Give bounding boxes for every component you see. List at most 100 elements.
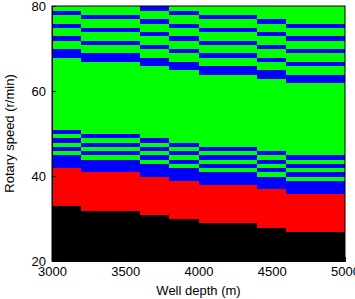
heat-cell	[199, 236, 229, 241]
heat-cell	[286, 78, 316, 83]
heat-cell	[169, 104, 199, 109]
heat-cell	[257, 193, 287, 198]
heat-cell	[52, 57, 82, 62]
heat-cell	[81, 214, 111, 219]
heat-cell	[257, 70, 287, 75]
heat-cell	[257, 253, 287, 258]
heat-cell	[286, 61, 316, 66]
heat-cell	[257, 129, 287, 134]
heat-cell	[316, 40, 345, 45]
heat-cell	[52, 83, 82, 88]
heat-cell	[316, 146, 345, 151]
heat-cell	[257, 44, 287, 49]
heat-cell	[140, 95, 170, 100]
heat-cell	[52, 23, 82, 28]
heat-cell	[199, 70, 229, 75]
heat-cell	[316, 134, 345, 139]
heat-cell	[169, 240, 199, 245]
heat-cell	[169, 163, 199, 168]
heat-cell	[169, 176, 199, 181]
heat-cell	[286, 125, 316, 130]
heat-cell	[228, 108, 258, 113]
heat-cell	[169, 6, 199, 11]
heat-cell	[111, 257, 141, 261]
heat-cell	[228, 257, 258, 261]
heat-cell	[52, 70, 82, 75]
heat-cell	[316, 66, 345, 71]
heat-cell	[257, 244, 287, 249]
heat-cell	[257, 197, 287, 202]
heat-cell	[81, 70, 111, 75]
heat-cell	[140, 155, 170, 160]
heat-cell	[199, 129, 229, 134]
heat-cell	[169, 142, 199, 147]
heat-cell	[199, 202, 229, 207]
heat-cell	[52, 142, 82, 147]
tick-mark	[199, 257, 200, 261]
heat-cell	[169, 155, 199, 160]
heat-cell	[169, 36, 199, 41]
heat-cell	[140, 117, 170, 122]
heat-cell	[111, 44, 141, 49]
heat-cell	[228, 197, 258, 202]
heat-cell	[140, 129, 170, 134]
heat-cell	[111, 138, 141, 143]
heat-cell	[316, 138, 345, 143]
heat-cell	[257, 117, 287, 122]
heat-cell	[228, 176, 258, 181]
cells	[52, 6, 345, 261]
heat-cell	[257, 6, 287, 11]
heat-cell	[257, 155, 287, 160]
axis-line	[53, 257, 346, 262]
heat-cell	[316, 202, 345, 207]
heat-cell	[111, 57, 141, 62]
plot-area: 3000350040004500500020406080	[32, 0, 355, 279]
heat-cell	[316, 248, 345, 253]
heat-cell	[111, 125, 141, 130]
heat-cell	[228, 172, 258, 177]
heat-cell	[169, 100, 199, 105]
heat-cell	[316, 36, 345, 41]
heat-cell	[316, 236, 345, 241]
heat-cell	[169, 151, 199, 156]
heat-cell	[286, 74, 316, 79]
heat-cell	[257, 95, 287, 100]
heat-cell	[140, 163, 170, 168]
heat-cell	[257, 159, 287, 164]
heat-cell	[140, 61, 170, 66]
heat-cell	[169, 23, 199, 28]
heat-cell	[52, 112, 82, 117]
heat-cell	[111, 53, 141, 58]
heat-cell	[316, 142, 345, 147]
heat-cell	[316, 74, 345, 79]
heat-cell	[228, 15, 258, 20]
heat-cell	[52, 15, 82, 20]
heat-cell	[111, 227, 141, 232]
heat-cell	[316, 78, 345, 83]
heat-cell	[140, 151, 170, 156]
tick-label: 60	[32, 84, 46, 99]
heat-cell	[81, 197, 111, 202]
heat-cell	[316, 27, 345, 32]
heat-cell	[199, 19, 229, 24]
heat-cell	[81, 95, 111, 100]
heat-cell	[140, 146, 170, 151]
heat-cell	[257, 23, 287, 28]
heat-cell	[169, 61, 199, 66]
heat-cell	[286, 202, 316, 207]
heat-cell	[81, 74, 111, 79]
heat-cell	[169, 180, 199, 185]
heat-cell	[169, 95, 199, 100]
heat-cell	[228, 91, 258, 96]
heat-cell	[286, 197, 316, 202]
tick: 20	[32, 254, 56, 269]
heat-cell	[81, 6, 111, 11]
heat-cell	[286, 168, 316, 173]
heat-cell	[199, 231, 229, 236]
heat-cell	[316, 32, 345, 37]
heat-cell	[199, 57, 229, 62]
tick: 60	[32, 84, 56, 99]
heat-cell	[111, 32, 141, 37]
heat-cell	[111, 189, 141, 194]
heat-cell	[81, 40, 111, 45]
